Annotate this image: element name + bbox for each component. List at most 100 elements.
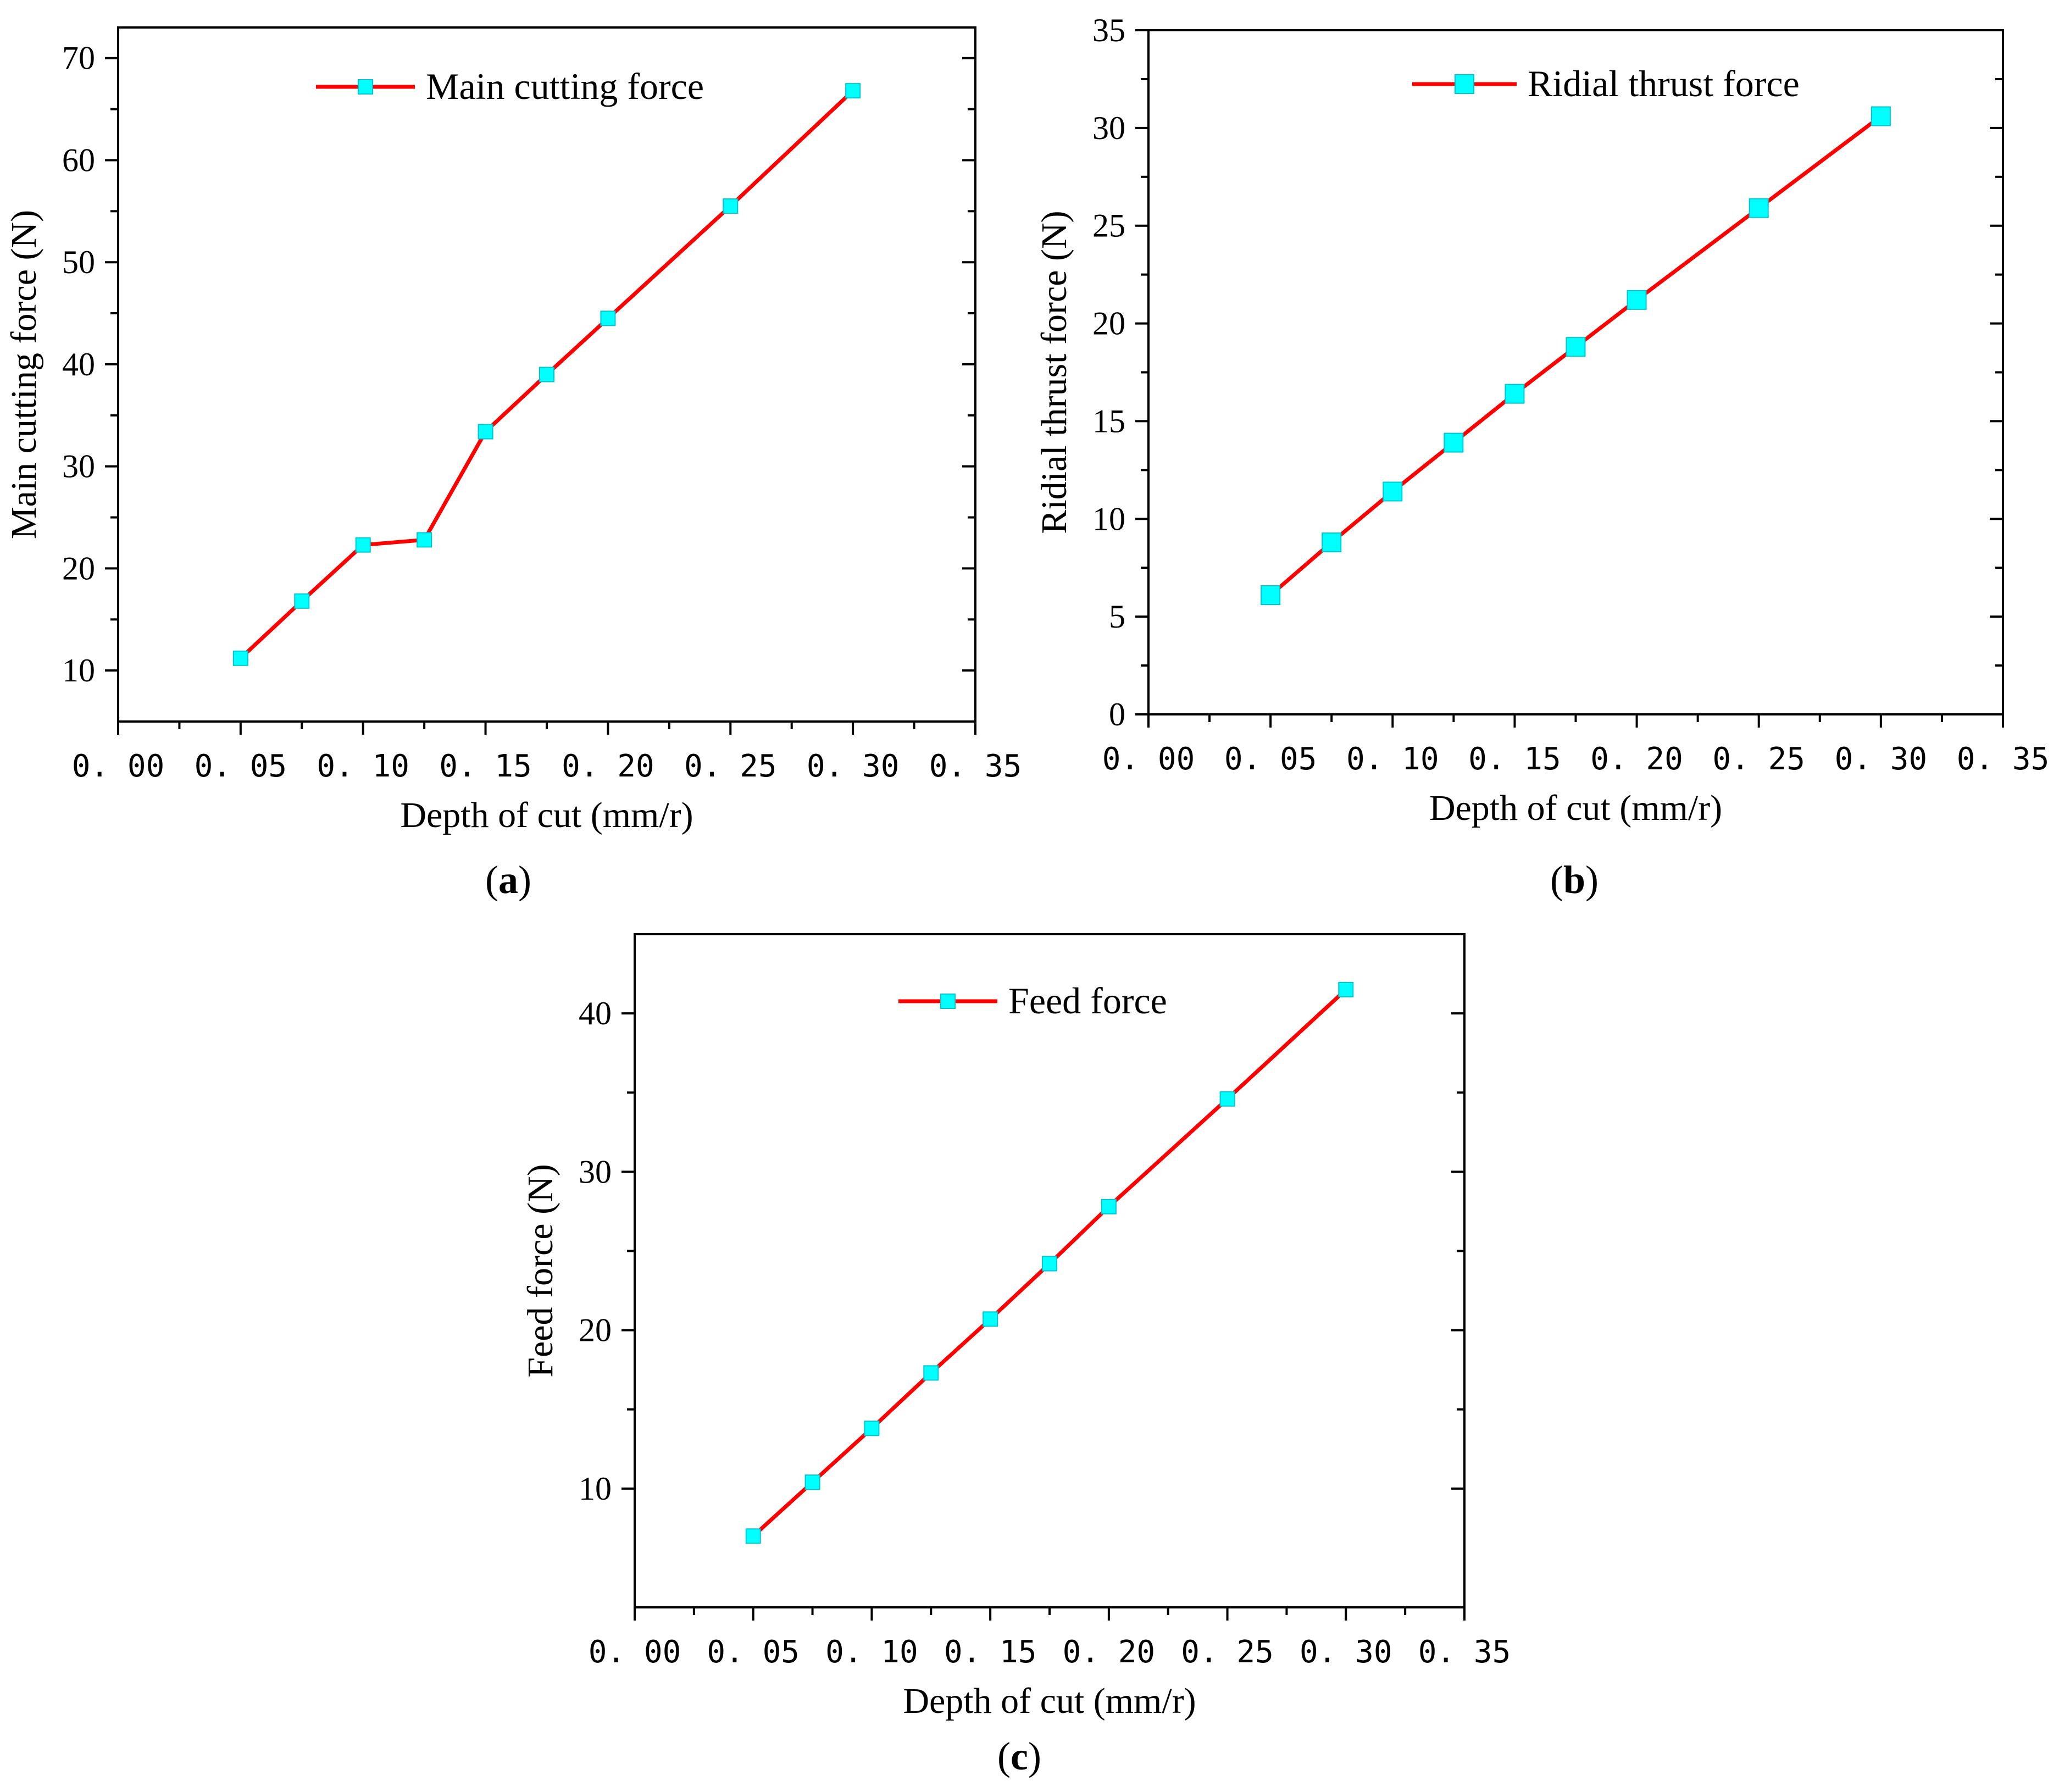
data-point — [1042, 1256, 1057, 1272]
legend-label: Feed force — [1008, 980, 1167, 1022]
data-point — [983, 1311, 998, 1327]
legend-label: Main cutting force — [426, 65, 704, 107]
panel-label: (c) — [997, 1734, 1041, 1778]
data-point — [845, 83, 861, 99]
x-tick-label: 0. 15 — [439, 748, 532, 784]
x-tick-label: 0. 20 — [1590, 741, 1683, 777]
x-tick-label: 0. 20 — [562, 748, 654, 784]
data-point — [1871, 106, 1891, 126]
y-tick-label: 60 — [62, 142, 95, 178]
legend-marker — [358, 79, 373, 95]
data-point — [417, 532, 432, 548]
data-point — [600, 310, 616, 326]
data-point — [1505, 384, 1525, 404]
panel-label-close: ) — [518, 858, 531, 902]
y-tick-label: 35 — [1092, 12, 1125, 48]
panel-label-open: ( — [997, 1734, 1011, 1778]
x-axis-title: Depth of cut (mm/r) — [400, 795, 693, 835]
x-tick-label: 0. 00 — [589, 1634, 681, 1670]
legend: Main cutting force — [316, 65, 704, 107]
x-tick-label: 0. 10 — [1346, 741, 1439, 777]
data-point — [1101, 1199, 1117, 1214]
y-tick-label: 70 — [62, 40, 95, 76]
y-tick-label: 20 — [62, 550, 95, 586]
y-tick-label: 15 — [1092, 403, 1125, 439]
data-point — [1444, 432, 1464, 453]
data-point — [723, 198, 739, 214]
x-tick-label: 0. 35 — [929, 748, 1022, 784]
y-tick-label: 10 — [1092, 501, 1125, 537]
data-point — [804, 1474, 820, 1490]
panel-label-close: ) — [1585, 858, 1599, 902]
chart-panel-c: 0. 00 0. 05 0. 10 0. 15 0. 20 0. 25 0. 30 0. 35… — [520, 933, 1511, 1778]
data-point — [923, 1365, 939, 1381]
x-tick-label: 0. 35 — [1957, 741, 2050, 777]
y-tick-label: 30 — [579, 1153, 612, 1190]
x-tick-label: 0. 00 — [72, 748, 165, 784]
y-tick-label: 30 — [62, 448, 95, 485]
panel-label-letter: c — [1011, 1734, 1028, 1778]
x-tick-label: 0. 10 — [317, 748, 409, 784]
data-point — [1261, 585, 1281, 606]
y-tick-label: 20 — [1092, 306, 1125, 342]
x-tick-label: 0. 25 — [1712, 741, 1805, 777]
legend-label: Ridial thrust force — [1528, 63, 1800, 104]
legend-marker — [940, 994, 956, 1009]
x-tick-label: 0. 15 — [944, 1634, 1037, 1670]
x-tick-label: 0. 30 — [1835, 741, 1928, 777]
panel-label-letter: b — [1563, 858, 1585, 902]
legend: Ridial thrust force — [1412, 63, 1800, 104]
x-tick-label: 0. 15 — [1468, 741, 1561, 777]
y-tick-label: 20 — [579, 1312, 612, 1349]
panel-label-open: ( — [485, 858, 498, 902]
y-tick-label: 50 — [62, 244, 95, 280]
y-tick-label: 25 — [1092, 208, 1125, 244]
x-tick-label: 0. 30 — [807, 748, 900, 784]
x-tick-label: 0. 20 — [1063, 1634, 1156, 1670]
x-tick-label: 0. 25 — [1181, 1634, 1274, 1670]
data-point — [864, 1421, 880, 1436]
panel-label: (a) — [485, 858, 531, 902]
y-tick-label: 10 — [62, 652, 95, 689]
y-tick-label: 0 — [1109, 696, 1125, 733]
panel-label-letter: a — [498, 858, 518, 902]
panel-label: (b) — [1550, 858, 1599, 902]
x-tick-label: 0. 05 — [195, 748, 287, 784]
y-tick-label: 40 — [62, 346, 95, 382]
data-point — [539, 367, 554, 382]
y-tick-label: 5 — [1109, 598, 1125, 635]
x-tick-label: 0. 25 — [684, 748, 777, 784]
data-point — [1627, 290, 1647, 310]
x-tick-label: 0. 05 — [707, 1634, 800, 1670]
data-point — [355, 537, 371, 553]
y-tick-label: 10 — [579, 1471, 612, 1507]
data-point — [294, 593, 310, 609]
legend-marker — [1455, 74, 1474, 94]
data-point — [232, 650, 248, 666]
chart-panel-b: 0. 00 0. 05 0. 10 0. 15 0. 20 0. 25 0. 30 0. 35… — [1034, 12, 2049, 902]
y-axis-title: Ridial thrust force (N) — [1034, 210, 1074, 534]
panel-label-close: ) — [1028, 1734, 1041, 1778]
x-tick-label: 0. 30 — [1300, 1634, 1392, 1670]
data-point — [1749, 198, 1769, 218]
x-tick-label: 0. 35 — [1418, 1634, 1511, 1670]
x-tick-label: 0. 00 — [1102, 741, 1195, 777]
panel-label-open: ( — [1550, 858, 1563, 902]
data-point — [745, 1528, 761, 1544]
x-axis-title: Depth of cut (mm/r) — [903, 1681, 1196, 1721]
data-point — [1322, 532, 1342, 552]
data-point — [478, 424, 493, 440]
x-tick-label: 0. 05 — [1224, 741, 1317, 777]
y-tick-label: 30 — [1092, 110, 1125, 146]
plot-frame — [1147, 29, 2004, 715]
y-tick-label: 40 — [579, 995, 612, 1031]
data-point — [1383, 481, 1403, 502]
legend: Feed force — [898, 980, 1167, 1022]
y-axis-title: Feed force (N) — [520, 1164, 560, 1377]
data-point — [1219, 1091, 1235, 1107]
y-axis-title: Main cutting force (N) — [4, 210, 44, 539]
data-point — [1566, 337, 1586, 357]
data-point — [1338, 981, 1354, 997]
x-tick-label: 0. 10 — [825, 1634, 918, 1670]
